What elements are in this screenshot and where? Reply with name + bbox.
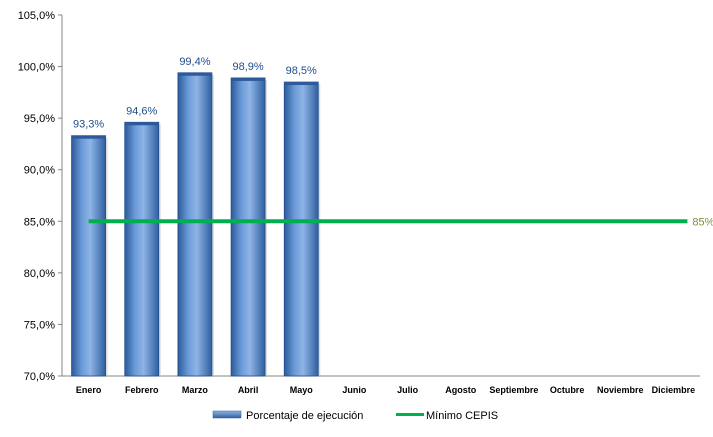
axes [61, 15, 700, 377]
y-tick-label: 105,0% [18, 10, 56, 22]
bar [177, 72, 213, 377]
x-tick-label: Septiembre [489, 385, 538, 395]
x-tick-label: Enero [76, 385, 102, 395]
bar [124, 121, 160, 377]
y-tick-label: 90,0% [24, 165, 55, 177]
legend-swatch-bars [212, 410, 242, 419]
legend-label-bars: Porcentaje de ejecución [246, 410, 363, 422]
reference-line-label: 85% [692, 216, 713, 228]
x-tick-label: Octubre [550, 385, 585, 395]
x-tick-label: Marzo [182, 385, 209, 395]
y-tick-label: 95,0% [24, 113, 55, 125]
x-tick-label: Diciembre [652, 385, 696, 395]
x-tick-label: Abril [238, 385, 259, 395]
y-tick-label: 75,0% [24, 319, 55, 331]
bar-cap [284, 82, 319, 86]
bar [230, 77, 266, 377]
bar-data-label: 99,4% [179, 56, 210, 68]
x-tick-label: Mayo [290, 385, 314, 395]
y-tick-label: 85,0% [24, 216, 55, 228]
bar [71, 135, 106, 377]
bar-data-label: 98,9% [232, 61, 263, 73]
bars: 93,3% 94,6% 99,4% 98,9% 98,5% [71, 56, 321, 377]
y-tick-label: 80,0% [24, 268, 55, 280]
x-tick-label: Febrero [125, 385, 159, 395]
bar [283, 81, 319, 377]
x-ticks: Enero Febrero Marzo Abril Mayo Junio Julio Agos… [76, 385, 695, 395]
legend-label-line: Mínimo CEPIS [426, 410, 498, 422]
x-tick-label: Julio [397, 385, 419, 395]
bar-cap [231, 77, 266, 81]
legend: Porcentaje de ejecución Mínimo CEPIS [212, 410, 498, 422]
bar-cap [71, 135, 106, 139]
y-tick-label: 70,0% [24, 371, 55, 383]
y-ticks: 70,0% 75,0% 80,0% 85,0% 90,0% 95,0% 100,0% 105,… [18, 10, 62, 383]
bar-cap [177, 72, 212, 76]
x-tick-label: Noviembre [597, 385, 644, 395]
x-tick-label: Junio [342, 385, 367, 395]
reference-line-group: 85% [88, 216, 713, 228]
bar-data-label: 93,3% [73, 119, 104, 131]
bar-data-label: 98,5% [286, 65, 317, 77]
x-tick-label: Agosto [445, 385, 476, 395]
bar-data-label: 94,6% [126, 105, 157, 117]
bar-cap [124, 122, 159, 126]
y-tick-label: 100,0% [18, 62, 56, 74]
